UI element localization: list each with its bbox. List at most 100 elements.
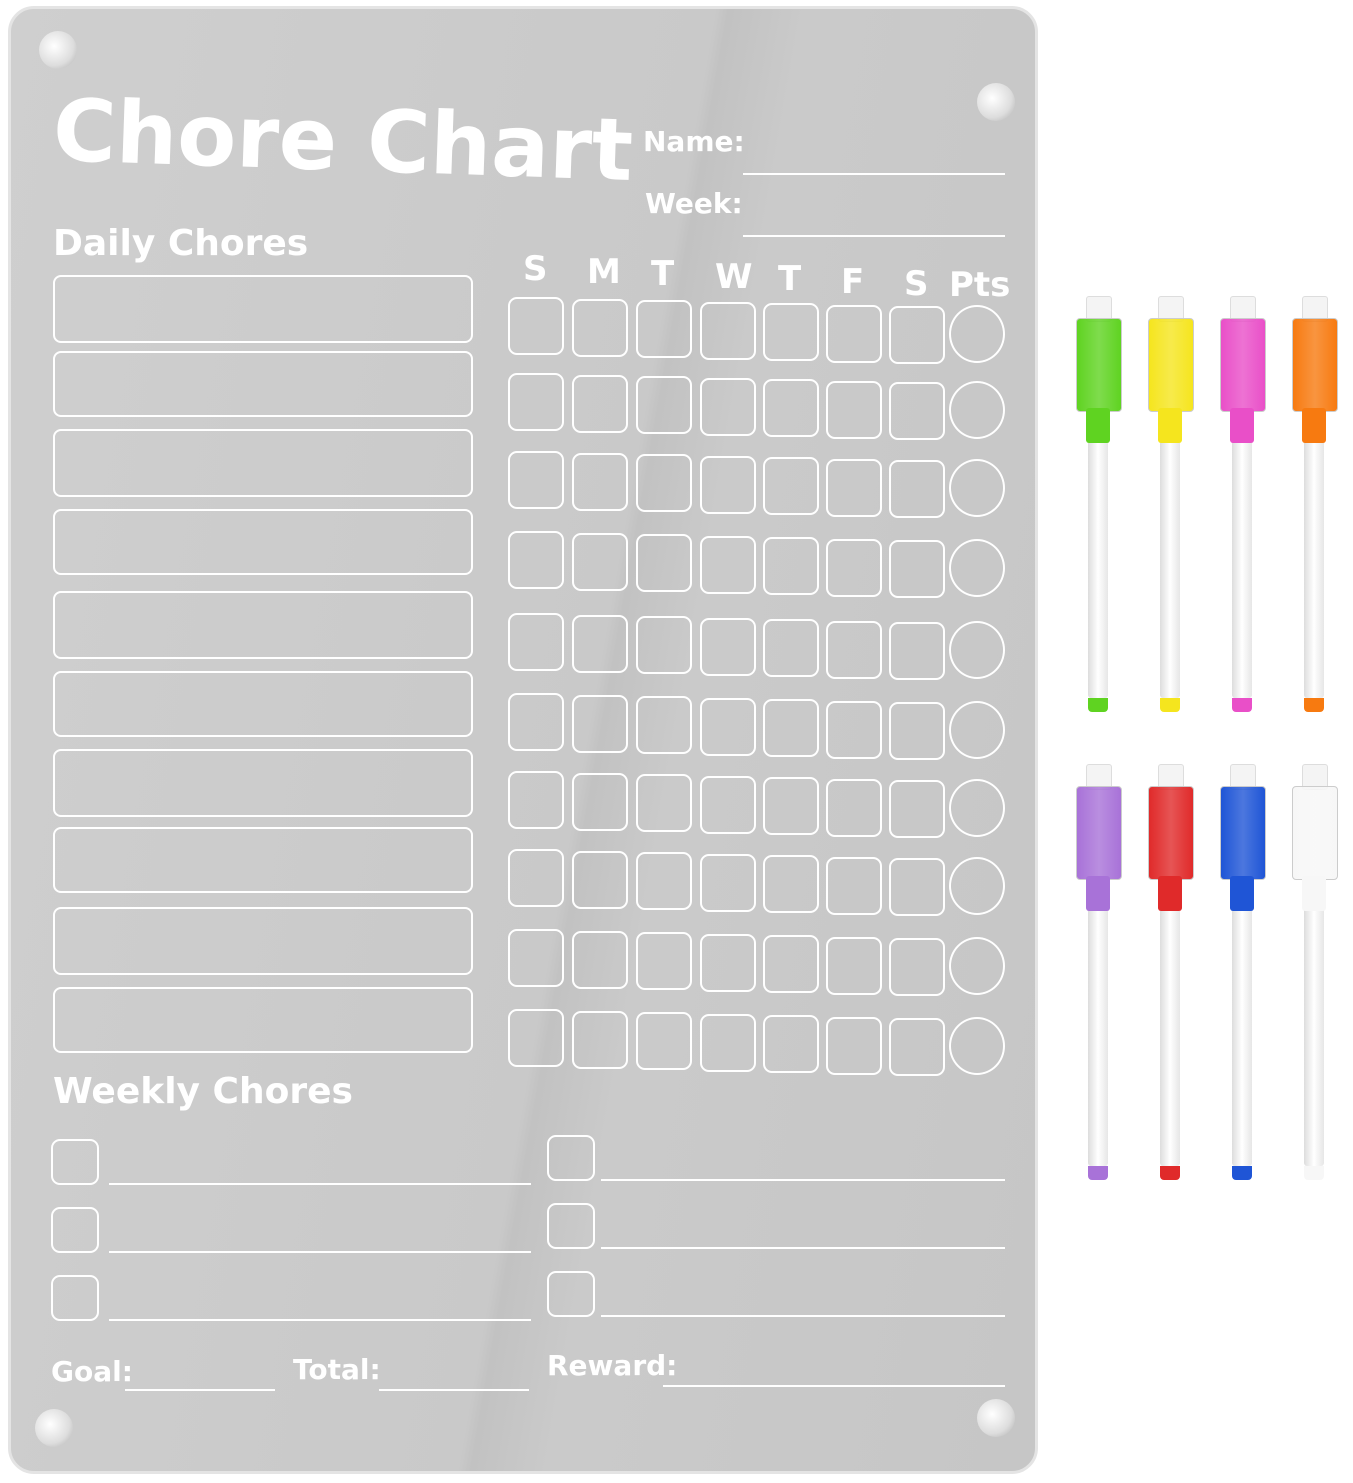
day-checkbox[interactable] (889, 938, 945, 996)
day-checkbox[interactable] (700, 455, 756, 514)
day-checkbox[interactable] (826, 304, 882, 363)
day-checkbox[interactable] (508, 613, 564, 671)
day-checkbox[interactable] (572, 1010, 628, 1069)
day-checkbox[interactable] (763, 303, 819, 361)
day-checkbox[interactable] (508, 1009, 564, 1067)
dry-erase-marker[interactable] (1292, 764, 1338, 1186)
day-checkbox[interactable] (700, 1013, 756, 1072)
points-circle[interactable] (949, 779, 1005, 837)
chore-name-field[interactable] (53, 591, 473, 659)
day-checkbox[interactable] (508, 451, 564, 509)
day-checkbox[interactable] (889, 306, 945, 364)
dry-erase-marker[interactable] (1076, 764, 1122, 1186)
dry-erase-marker[interactable] (1292, 296, 1338, 718)
points-circle[interactable] (949, 305, 1005, 363)
day-checkbox[interactable] (889, 1018, 945, 1076)
day-checkbox[interactable] (636, 616, 692, 674)
points-circle[interactable] (949, 857, 1005, 915)
day-checkbox[interactable] (636, 376, 692, 434)
day-checkbox[interactable] (889, 702, 945, 760)
day-checkbox[interactable] (889, 382, 945, 440)
day-checkbox[interactable] (636, 1012, 692, 1070)
day-checkbox[interactable] (572, 452, 628, 511)
day-checkbox[interactable] (636, 696, 692, 754)
weekly-chore-line[interactable] (601, 1247, 1005, 1249)
day-checkbox[interactable] (826, 856, 882, 915)
weekly-chore-line[interactable] (109, 1183, 531, 1185)
day-checkbox[interactable] (826, 458, 882, 517)
dry-erase-marker[interactable] (1076, 296, 1122, 718)
day-checkbox[interactable] (763, 457, 819, 515)
day-checkbox[interactable] (636, 774, 692, 832)
day-checkbox[interactable] (763, 537, 819, 595)
day-checkbox[interactable] (763, 1015, 819, 1073)
weekly-chore-line[interactable] (601, 1315, 1005, 1317)
day-checkbox[interactable] (636, 300, 692, 358)
day-checkbox[interactable] (636, 534, 692, 592)
day-checkbox[interactable] (508, 849, 564, 907)
day-checkbox[interactable] (826, 1016, 882, 1075)
day-checkbox[interactable] (763, 855, 819, 913)
week-line[interactable] (743, 235, 1005, 237)
day-checkbox[interactable] (508, 373, 564, 431)
dry-erase-marker[interactable] (1220, 296, 1266, 718)
weekly-checkbox[interactable] (547, 1271, 595, 1317)
day-checkbox[interactable] (889, 460, 945, 518)
day-checkbox[interactable] (700, 301, 756, 360)
day-checkbox[interactable] (763, 619, 819, 677)
day-checkbox[interactable] (572, 850, 628, 909)
day-checkbox[interactable] (700, 933, 756, 992)
chore-name-field[interactable] (53, 351, 473, 417)
reward-line[interactable] (663, 1385, 1005, 1387)
day-checkbox[interactable] (700, 697, 756, 756)
weekly-checkbox[interactable] (51, 1207, 99, 1253)
day-checkbox[interactable] (700, 617, 756, 676)
day-checkbox[interactable] (636, 932, 692, 990)
day-checkbox[interactable] (700, 775, 756, 834)
points-circle[interactable] (949, 621, 1005, 679)
day-checkbox[interactable] (763, 379, 819, 437)
points-circle[interactable] (949, 701, 1005, 759)
weekly-checkbox[interactable] (547, 1135, 595, 1181)
day-checkbox[interactable] (572, 532, 628, 591)
day-checkbox[interactable] (508, 771, 564, 829)
weekly-chore-line[interactable] (601, 1179, 1005, 1181)
day-checkbox[interactable] (700, 853, 756, 912)
day-checkbox[interactable] (826, 936, 882, 995)
day-checkbox[interactable] (508, 693, 564, 751)
day-checkbox[interactable] (889, 622, 945, 680)
day-checkbox[interactable] (572, 772, 628, 831)
name-line[interactable] (743, 173, 1005, 175)
dry-erase-marker[interactable] (1148, 764, 1194, 1186)
points-circle[interactable] (949, 539, 1005, 597)
chore-name-field[interactable] (53, 429, 473, 497)
points-circle[interactable] (949, 937, 1005, 995)
day-checkbox[interactable] (572, 298, 628, 357)
weekly-checkbox[interactable] (51, 1139, 99, 1185)
day-checkbox[interactable] (508, 531, 564, 589)
day-checkbox[interactable] (700, 535, 756, 594)
day-checkbox[interactable] (826, 538, 882, 597)
chore-name-field[interactable] (53, 827, 473, 893)
points-circle[interactable] (949, 381, 1005, 439)
day-checkbox[interactable] (889, 540, 945, 598)
day-checkbox[interactable] (572, 930, 628, 989)
day-checkbox[interactable] (508, 929, 564, 987)
weekly-chore-line[interactable] (109, 1251, 531, 1253)
total-line[interactable] (379, 1389, 529, 1391)
day-checkbox[interactable] (763, 699, 819, 757)
day-checkbox[interactable] (572, 614, 628, 673)
points-circle[interactable] (949, 459, 1005, 517)
chore-name-field[interactable] (53, 275, 473, 343)
day-checkbox[interactable] (826, 700, 882, 759)
chore-name-field[interactable] (53, 509, 473, 575)
goal-line[interactable] (125, 1389, 275, 1391)
chore-name-field[interactable] (53, 671, 473, 737)
day-checkbox[interactable] (826, 380, 882, 439)
chore-name-field[interactable] (53, 907, 473, 975)
points-circle[interactable] (949, 1017, 1005, 1075)
day-checkbox[interactable] (700, 377, 756, 436)
dry-erase-marker[interactable] (1148, 296, 1194, 718)
day-checkbox[interactable] (889, 780, 945, 838)
day-checkbox[interactable] (572, 694, 628, 753)
